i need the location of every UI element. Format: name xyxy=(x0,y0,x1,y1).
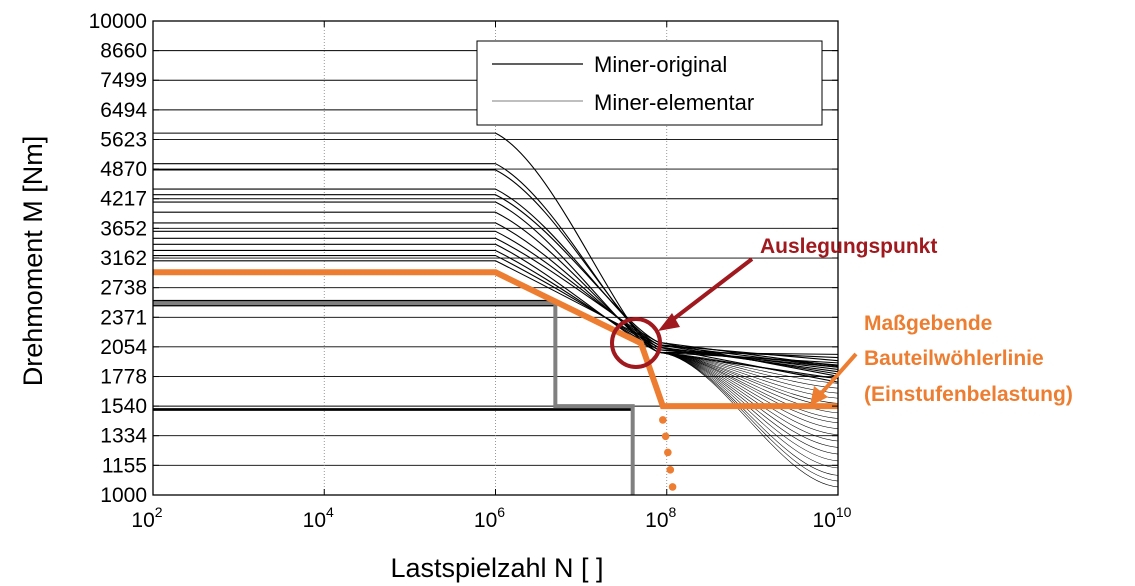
dotted-extension-point xyxy=(661,432,670,441)
miner-original-curve xyxy=(153,194,839,367)
y-tick-label: 1334 xyxy=(100,425,147,448)
x-tick-exponent: 6 xyxy=(497,504,505,520)
annotation-bauteil-line3: (Einstufenbelastung) xyxy=(864,383,1073,406)
legend-box xyxy=(476,40,823,126)
design-point-arrowhead xyxy=(658,313,680,331)
miner-original-curve xyxy=(153,249,839,359)
band-layer xyxy=(153,299,635,495)
miner-elementar-curve xyxy=(658,352,839,379)
x-tick-label: 1010 xyxy=(813,504,852,532)
x-tick-base: 10 xyxy=(131,509,154,532)
x-tick-label: 104 xyxy=(303,504,334,532)
legend-label-miner-elementar: Miner-elementar xyxy=(594,90,754,115)
y-tick-label: 4870 xyxy=(100,158,147,181)
y-tick-label: 10000 xyxy=(89,10,147,33)
miner-original-curve xyxy=(153,260,839,368)
design-point-arrow xyxy=(665,257,754,326)
y-tick-label: 2371 xyxy=(100,306,147,329)
series-layer xyxy=(153,269,838,491)
miner-original-curve xyxy=(153,201,839,364)
y-tick-label: 3162 xyxy=(100,247,147,270)
y-tick-label: 1000 xyxy=(100,484,147,507)
y-tick-label: 4217 xyxy=(100,188,147,211)
x-tick-exponent: 10 xyxy=(836,504,852,520)
black-band xyxy=(153,408,633,411)
design-point-circle xyxy=(610,317,662,369)
gray-step-line xyxy=(153,301,635,495)
y-tick-label: 1778 xyxy=(100,366,147,389)
legend-label-miner-original: Miner-original xyxy=(594,52,727,77)
x-tick-base: 10 xyxy=(813,509,836,532)
x-tick-exponent: 4 xyxy=(326,504,334,520)
y-tick-label: 8660 xyxy=(100,40,147,63)
miner-original-curve xyxy=(153,211,839,368)
miner-original-curve xyxy=(153,188,839,362)
x-tick-label: 102 xyxy=(131,504,162,532)
miner-original-curve xyxy=(153,243,839,380)
y-tick-label: 7499 xyxy=(100,69,147,92)
x-tick-base: 10 xyxy=(474,509,497,532)
annotation-layer: Auslegungspunkt Maßgebende Bauteilwöhler… xyxy=(610,235,1073,406)
x-tick-base: 10 xyxy=(645,509,668,532)
x-tick-exponent: 8 xyxy=(669,504,677,520)
y-tick-label: 3652 xyxy=(100,217,147,240)
y-tick-label: 2054 xyxy=(100,336,147,359)
miner-elementar-curve xyxy=(658,352,839,469)
miner-elementar-curve xyxy=(658,352,839,488)
x-tick-label: 108 xyxy=(645,504,676,532)
dotted-extension-point xyxy=(666,466,675,474)
dotted-extension-point xyxy=(659,416,667,424)
y-tick-label: 1155 xyxy=(102,454,147,477)
legend: Miner-original Miner-elementar xyxy=(476,40,823,126)
tick-layer: 10000 8660 7499 6494 5623 4870 4217 3652 3162 273… xyxy=(89,10,852,532)
annotation-bauteil-line2: Bauteilwöhlerlinie xyxy=(864,347,1044,370)
bauteil-woehlerlinie xyxy=(153,269,838,410)
y-tick-label: 5623 xyxy=(100,129,147,152)
miner-original-curve xyxy=(153,237,839,377)
x-tick-exponent: 2 xyxy=(155,504,163,520)
y-tick-label: 6494 xyxy=(100,99,147,122)
y-tick-label: 1540 xyxy=(100,395,147,418)
miner-elementar-curve xyxy=(658,352,839,482)
x-axis-label: Lastspielzahl N [ ] xyxy=(390,553,603,583)
annotation-bauteil-line1: Maßgebende xyxy=(864,312,992,335)
dotted-extension-point xyxy=(668,483,677,491)
annotation-auslegungspunkt: Auslegungspunkt xyxy=(760,235,937,258)
y-axis-label: Drehmoment M [Nm] xyxy=(18,136,48,387)
dotted-extension-point xyxy=(664,448,672,457)
miner-original-curve xyxy=(153,255,839,383)
x-tick-base: 10 xyxy=(303,509,326,532)
bauteil-arrowhead xyxy=(810,386,828,406)
x-tick-label: 106 xyxy=(474,504,505,532)
bauteil-arrow xyxy=(816,352,858,399)
y-tick-label: 2738 xyxy=(100,277,147,300)
